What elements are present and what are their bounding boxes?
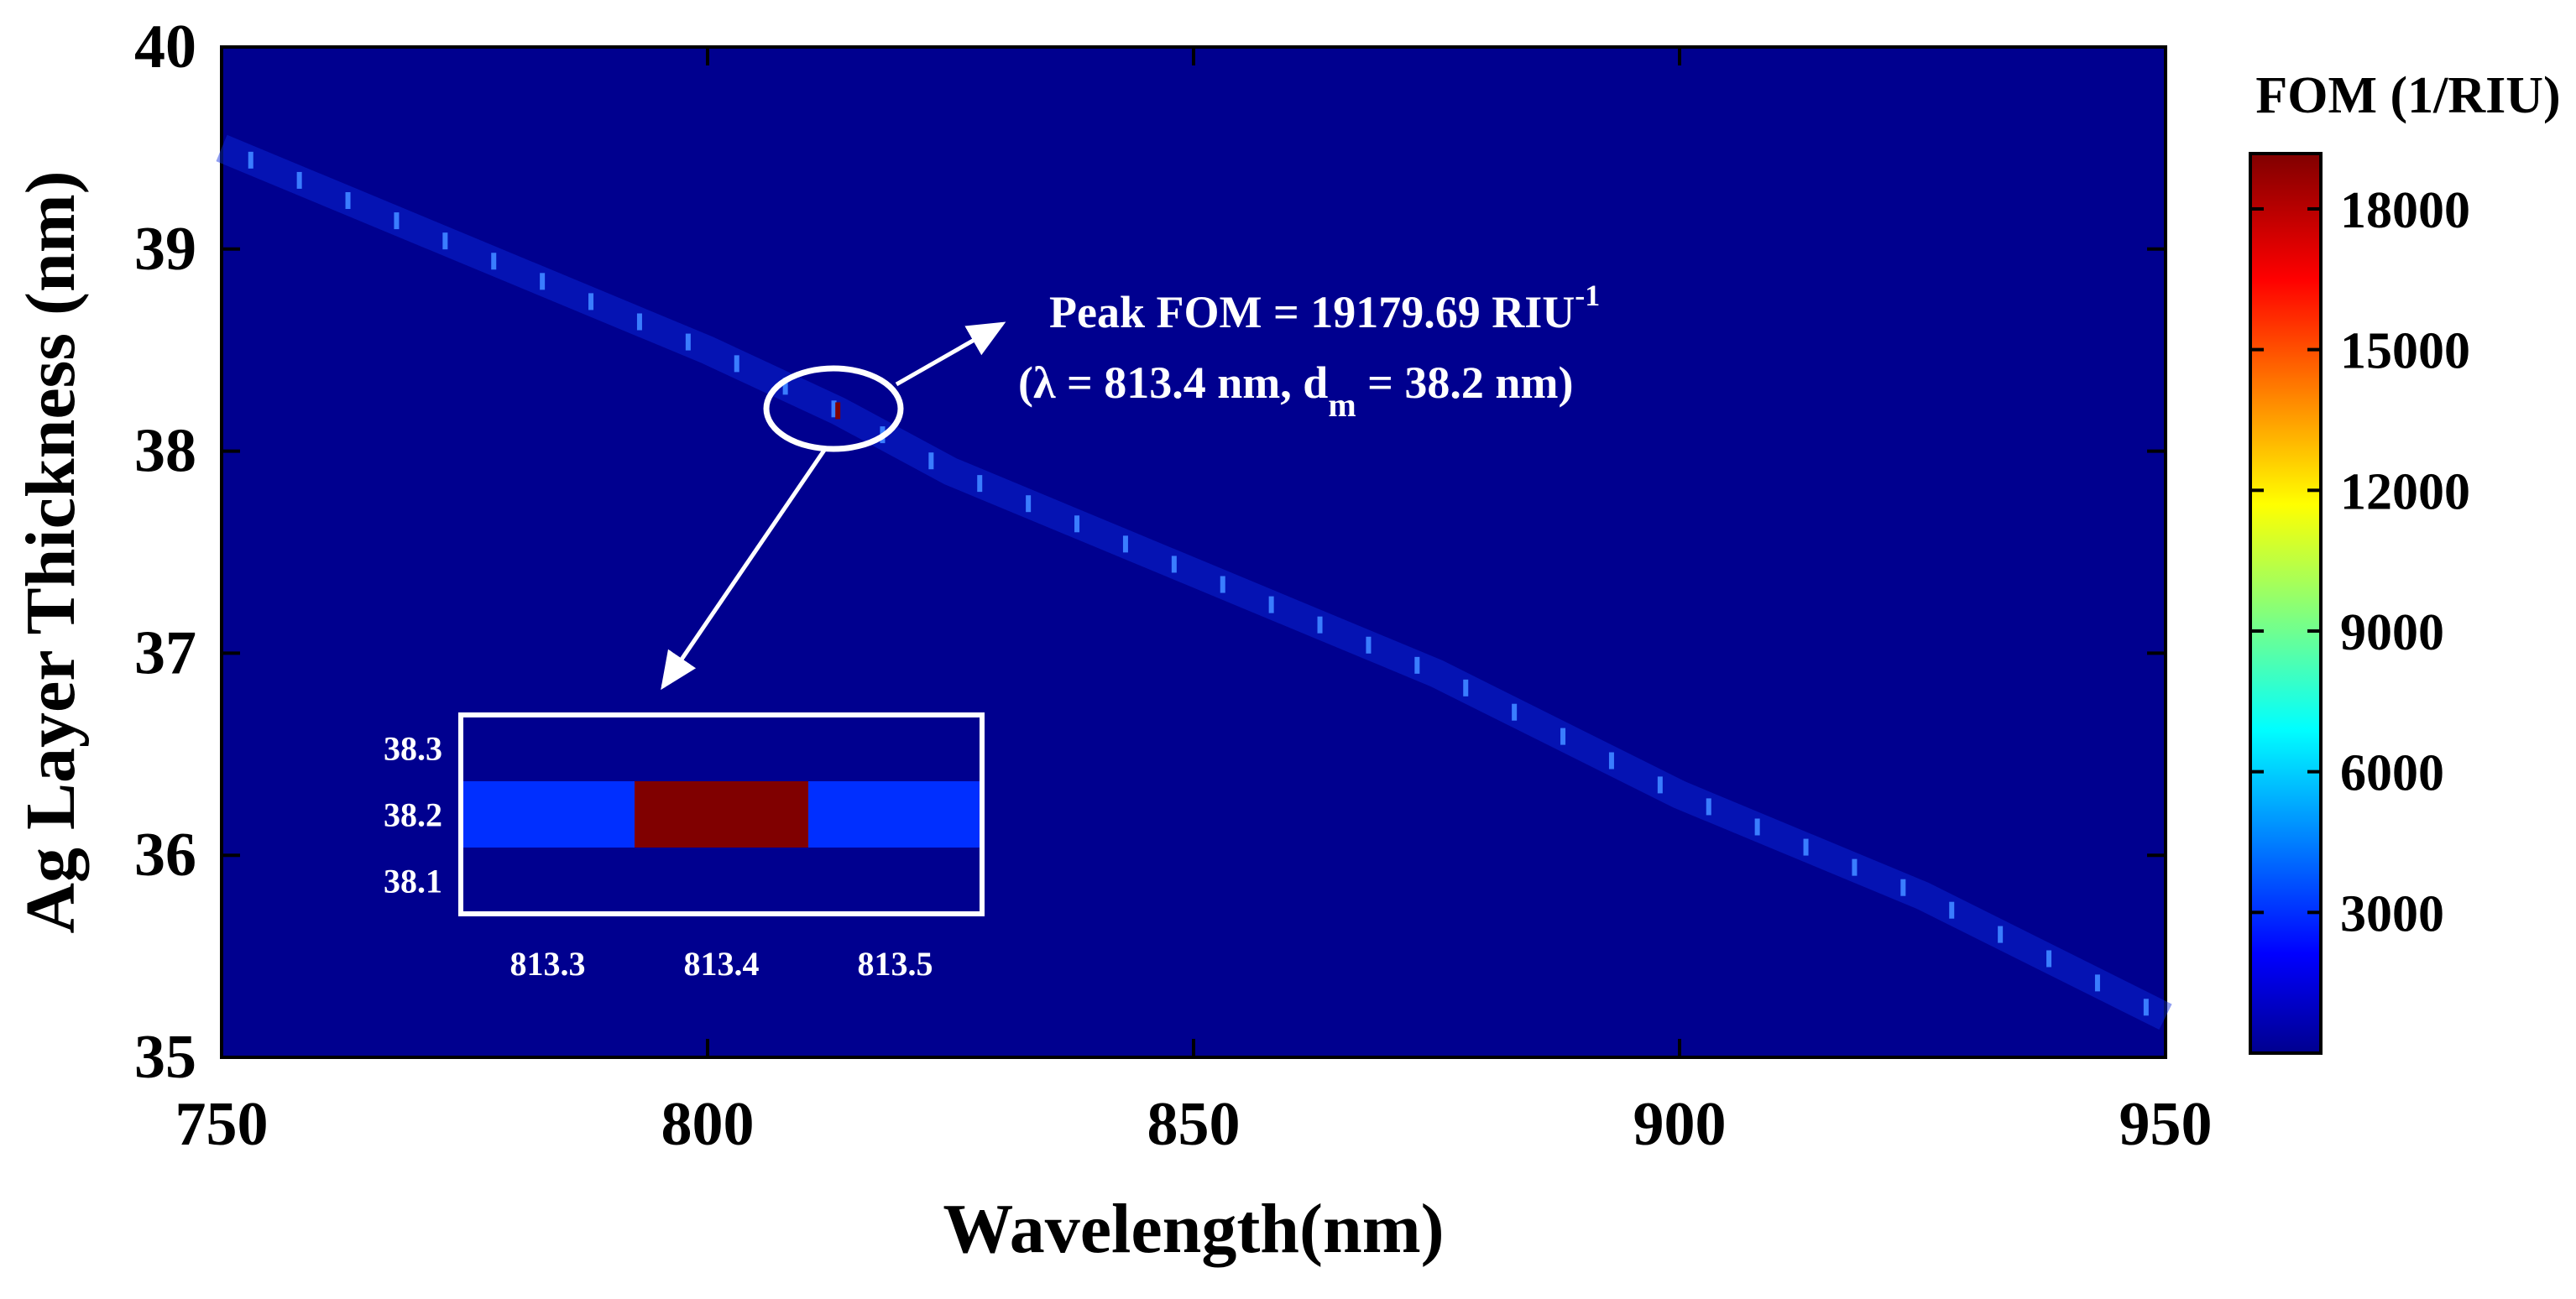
ridge-segment bbox=[248, 151, 253, 169]
colorbar-tick-label: 6000 bbox=[2340, 745, 2444, 802]
colorbar-tick-label: 15000 bbox=[2340, 323, 2470, 380]
colorbar-title: FOM (1/RIU) bbox=[2255, 67, 2560, 124]
colorbar bbox=[2249, 152, 2323, 1055]
ridge-segment bbox=[2094, 974, 2100, 992]
y-tick-label: 39 bbox=[134, 215, 196, 284]
y-tick-label: 35 bbox=[134, 1023, 196, 1092]
peak-fom-annotation: Peak FOM = 19179.69 RIU-1 bbox=[1049, 279, 1600, 337]
inset-cell bbox=[635, 781, 808, 848]
colorbar-tick-label: 3000 bbox=[2340, 885, 2444, 942]
ridge-glow bbox=[216, 134, 2172, 1030]
ridge-segment bbox=[1122, 535, 1128, 553]
x-tick-label: 750 bbox=[175, 1090, 269, 1159]
inset-x-tick-label: 813.5 bbox=[858, 945, 933, 983]
y-tick-label: 37 bbox=[134, 618, 196, 687]
ridge-segment bbox=[1268, 596, 1274, 613]
ridge-segment bbox=[588, 293, 594, 310]
ridge-segment bbox=[1803, 838, 1809, 856]
inset-cell bbox=[808, 781, 982, 848]
y-axis-ticks: 35 36 37 38 39 40 bbox=[134, 13, 2166, 1092]
y-tick-label: 38 bbox=[134, 417, 196, 486]
ridge-segment bbox=[1560, 728, 1566, 745]
ridge-segment bbox=[540, 273, 546, 290]
inset-zoom: 38.3 38.2 38.1 813.3 813.4 813.5 bbox=[384, 712, 985, 983]
inset-x-ticks: 813.3 813.4 813.5 bbox=[510, 945, 933, 983]
ridge-segment bbox=[1900, 879, 1906, 896]
inset-y-ticks: 38.3 38.2 38.1 bbox=[384, 730, 442, 900]
ridge-segment bbox=[296, 171, 302, 189]
ridge-segment bbox=[977, 475, 983, 493]
ridge-segment bbox=[442, 232, 448, 250]
inset-y-tick-label: 38.1 bbox=[384, 863, 442, 900]
y-tick-label: 40 bbox=[134, 13, 196, 81]
inset-cells bbox=[461, 781, 982, 848]
colorbar-ticks: 3000 6000 9000 12000 15000 18000 bbox=[2250, 182, 2470, 942]
colorbar-tick-label: 9000 bbox=[2340, 604, 2444, 661]
inset-x-tick-label: 813.3 bbox=[510, 945, 586, 983]
y-tick-label: 36 bbox=[134, 821, 196, 889]
x-axis-label: Wavelength(nm) bbox=[943, 1190, 1444, 1268]
inset-cell bbox=[461, 781, 635, 848]
ridge-segment bbox=[1026, 495, 1032, 513]
ridge-segment bbox=[1706, 798, 1711, 816]
ridge-segment bbox=[394, 212, 400, 230]
ridge-segment bbox=[1366, 636, 1372, 654]
ridge-segment bbox=[636, 313, 642, 331]
ridge-segment bbox=[2046, 950, 2052, 968]
ridge-segment bbox=[1220, 576, 1225, 593]
inset-frame bbox=[458, 712, 985, 916]
colorbar-tick-label: 18000 bbox=[2340, 182, 2470, 239]
x-axis-ticks: 750 800 850 900 950 bbox=[175, 47, 2213, 1159]
ridge-segment bbox=[1171, 556, 1177, 573]
ridge-segment bbox=[782, 378, 788, 395]
resonance-ridge bbox=[216, 134, 2172, 1030]
ridge-segment bbox=[1074, 515, 1080, 533]
inset-x-tick-label: 813.4 bbox=[684, 945, 760, 983]
colorbar-tick-label: 12000 bbox=[2340, 463, 2470, 520]
peak-location-annotation: (λ = 813.4 nm, dm = 38.2 nm) bbox=[1018, 357, 1573, 424]
ridge-segment bbox=[1463, 679, 1469, 696]
ridge-segment bbox=[734, 355, 739, 373]
y-axis-label: Ag Layer Thickness (nm) bbox=[12, 170, 90, 933]
inset-y-tick-label: 38.2 bbox=[384, 796, 442, 834]
ridge-segment bbox=[1608, 752, 1614, 769]
ridge-segment bbox=[1512, 703, 1518, 721]
inset-y-tick-label: 38.3 bbox=[384, 730, 442, 768]
x-tick-label: 950 bbox=[2119, 1090, 2213, 1159]
ridge-segment bbox=[491, 253, 497, 270]
ridge-segment bbox=[1317, 616, 1323, 634]
x-tick-label: 900 bbox=[1633, 1090, 1727, 1159]
ridge-segment bbox=[1754, 818, 1760, 836]
inset-arrow bbox=[661, 447, 828, 691]
x-tick-label: 850 bbox=[1147, 1090, 1241, 1159]
ridge-segment bbox=[1949, 901, 1955, 919]
annotation-arrow bbox=[895, 321, 1006, 387]
ridge-segment bbox=[831, 400, 837, 418]
ridge-segment bbox=[1852, 858, 1858, 876]
peak-highlight-ellipse bbox=[763, 365, 904, 452]
ridge-segment bbox=[345, 192, 351, 210]
ridge-segment bbox=[2143, 999, 2149, 1016]
peak-cell bbox=[835, 402, 841, 420]
ridge-segment bbox=[1414, 656, 1420, 674]
ridge-segment bbox=[1657, 776, 1663, 794]
ridge-segment bbox=[928, 452, 934, 470]
ridge-segment bbox=[685, 333, 691, 351]
x-tick-label: 800 bbox=[661, 1090, 755, 1159]
ridge-segment bbox=[1998, 926, 2004, 943]
